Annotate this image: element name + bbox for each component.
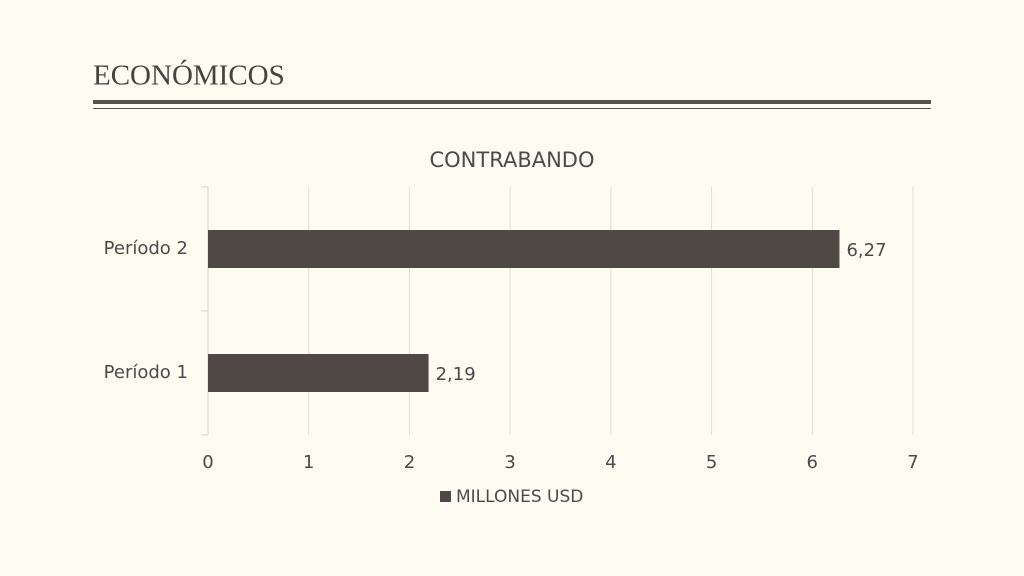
legend-label: MILLONES USD [456, 487, 583, 507]
x-tick-label: 1 [303, 452, 314, 473]
title-rule-thin [93, 108, 931, 109]
slide-title: ECONÓMICOS [93, 59, 285, 92]
x-tick-label: 0 [202, 452, 213, 473]
bar [208, 354, 429, 392]
x-tick-label: 3 [504, 452, 515, 473]
data-label: 2,19 [436, 364, 476, 385]
legend-swatch [440, 491, 451, 502]
x-tick-label: 2 [404, 452, 415, 473]
x-tick-label: 5 [706, 452, 717, 473]
title-rule [93, 100, 931, 104]
y-tick-label: Período 1 [104, 362, 188, 383]
bar [208, 230, 840, 268]
x-tick-label: 7 [907, 452, 918, 473]
chart-title: CONTRABANDO [429, 148, 594, 172]
data-label: 6,27 [846, 240, 886, 261]
y-tick-label: Período 2 [104, 238, 188, 259]
x-tick-label: 6 [807, 452, 818, 473]
x-tick-label: 4 [605, 452, 616, 473]
